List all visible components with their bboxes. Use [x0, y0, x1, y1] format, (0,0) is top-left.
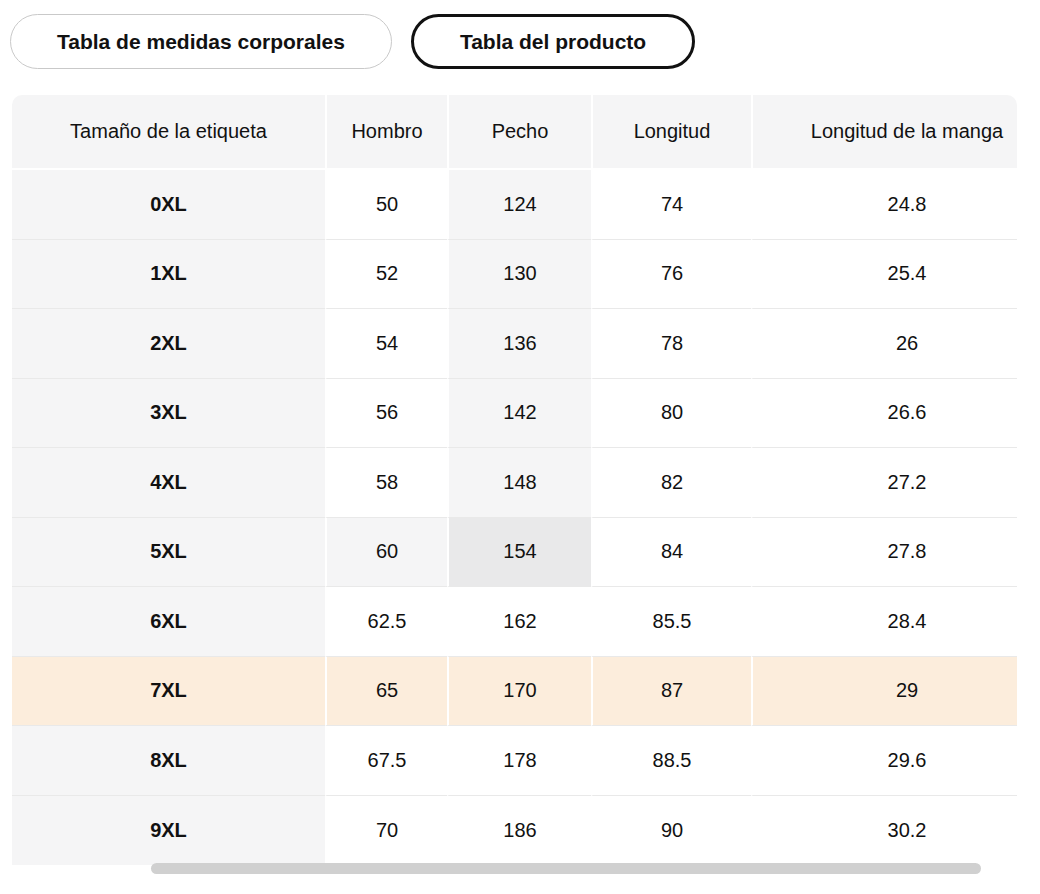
- size-cell: 5XL: [12, 518, 325, 588]
- value-cell: 76: [591, 240, 751, 310]
- value-cell: 154: [447, 518, 591, 588]
- size-chart-tabs: Tabla de medidas corporales Tabla del pr…: [10, 14, 1040, 69]
- value-cell: 136: [447, 309, 591, 379]
- size-table-scroll-area[interactable]: Tamaño de la etiqueta Hombro Pecho Longi…: [12, 95, 1017, 877]
- value-cell: 52: [325, 240, 447, 310]
- value-cell: 148: [447, 448, 591, 518]
- value-cell: 178: [447, 726, 591, 796]
- value-cell: 29: [751, 657, 1017, 727]
- size-cell: 2XL: [12, 309, 325, 379]
- value-cell: 27.8: [751, 518, 1017, 588]
- table-row: 8XL 67.5 178 88.5 29.6: [12, 726, 1017, 796]
- value-cell: 56: [325, 379, 447, 449]
- table-row: 2XL 54 136 78 26: [12, 309, 1017, 379]
- value-cell: 67.5: [325, 726, 447, 796]
- value-cell: 82: [591, 448, 751, 518]
- value-cell: 28.4: [751, 587, 1017, 657]
- value-cell: 170: [447, 657, 591, 727]
- value-cell: 80: [591, 379, 751, 449]
- size-cell: 8XL: [12, 726, 325, 796]
- table-row: 6XL 62.5 162 85.5 28.4: [12, 587, 1017, 657]
- value-cell: 142: [447, 379, 591, 449]
- value-cell: 25.4: [751, 240, 1017, 310]
- size-cell: 3XL: [12, 379, 325, 449]
- value-cell: 74: [591, 170, 751, 240]
- table-row: 9XL 70 186 90 30.2: [12, 796, 1017, 866]
- column-header-label-size: Tamaño de la etiqueta: [12, 95, 325, 170]
- size-cell: 0XL: [12, 170, 325, 240]
- tab-body-measurements[interactable]: Tabla de medidas corporales: [10, 14, 392, 69]
- header-row: Tamaño de la etiqueta Hombro Pecho Longi…: [12, 95, 1017, 170]
- value-cell: 70: [325, 796, 447, 866]
- table-row: 4XL 58 148 82 27.2: [12, 448, 1017, 518]
- table-row: 1XL 52 130 76 25.4: [12, 240, 1017, 310]
- horizontal-scrollbar-thumb[interactable]: [151, 863, 981, 874]
- column-header-shoulder: Hombro: [325, 95, 447, 170]
- value-cell: 130: [447, 240, 591, 310]
- value-cell: 65: [325, 657, 447, 727]
- value-cell: 50: [325, 170, 447, 240]
- size-cell: 6XL: [12, 587, 325, 657]
- value-cell: 60: [325, 518, 447, 588]
- size-cell: 4XL: [12, 448, 325, 518]
- value-cell: 85.5: [591, 587, 751, 657]
- value-cell: 54: [325, 309, 447, 379]
- value-cell: 78: [591, 309, 751, 379]
- value-cell: 30.2: [751, 796, 1017, 866]
- size-cell: 1XL: [12, 240, 325, 310]
- value-cell: 88.5: [591, 726, 751, 796]
- value-cell: 84: [591, 518, 751, 588]
- value-cell: 62.5: [325, 587, 447, 657]
- value-cell: 58: [325, 448, 447, 518]
- column-header-chest: Pecho: [447, 95, 591, 170]
- tab-product-table[interactable]: Tabla del producto: [411, 14, 695, 69]
- value-cell: 186: [447, 796, 591, 866]
- value-cell: 29.6: [751, 726, 1017, 796]
- column-header-sleeve-length: Longitud de la manga: [751, 95, 1017, 170]
- size-cell: 7XL: [12, 657, 325, 727]
- value-cell: 87: [591, 657, 751, 727]
- table-row: 0XL 50 124 74 24.8: [12, 170, 1017, 240]
- value-cell: 90: [591, 796, 751, 866]
- size-cell: 9XL: [12, 796, 325, 866]
- value-cell: 26: [751, 309, 1017, 379]
- value-cell: 162: [447, 587, 591, 657]
- value-cell: 27.2: [751, 448, 1017, 518]
- value-cell: 24.8: [751, 170, 1017, 240]
- table-row: 7XL 65 170 87 29: [12, 657, 1017, 727]
- table-row: 3XL 56 142 80 26.6: [12, 379, 1017, 449]
- value-cell: 124: [447, 170, 591, 240]
- column-header-length: Longitud: [591, 95, 751, 170]
- value-cell: 26.6: [751, 379, 1017, 449]
- size-table: Tamaño de la etiqueta Hombro Pecho Longi…: [12, 95, 1017, 865]
- table-row: 5XL 60 154 84 27.8: [12, 518, 1017, 588]
